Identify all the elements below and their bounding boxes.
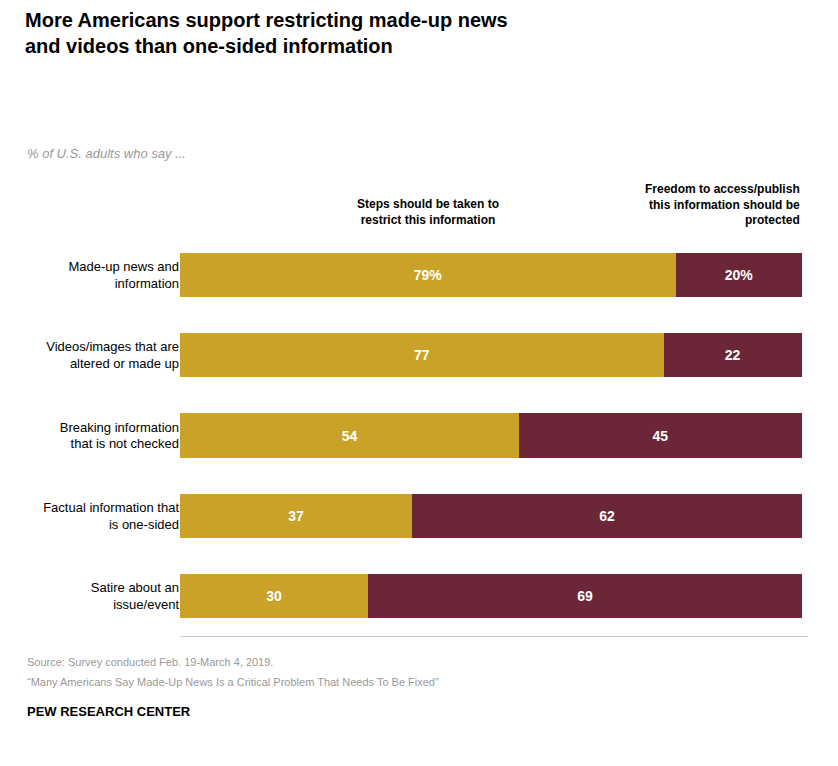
svg-text:20%: 20% — [725, 267, 754, 283]
svg-text:Satire about anissue/event: Satire about anissue/event — [91, 580, 180, 612]
svg-text:PEW RESEARCH CENTER: PEW RESEARCH CENTER — [27, 704, 191, 719]
svg-text:79%: 79% — [414, 267, 443, 283]
svg-text:37: 37 — [288, 508, 304, 524]
svg-text:Made-up news andinformation: Made-up news andinformation — [68, 259, 179, 291]
svg-text:77: 77 — [414, 347, 430, 363]
svg-text:54: 54 — [342, 428, 358, 444]
svg-text:Factual information thatis one: Factual information thatis one-sided — [43, 500, 179, 532]
svg-text:Freedom to access/publishthis: Freedom to access/publishthis informatio… — [645, 182, 800, 227]
svg-text:22: 22 — [725, 347, 741, 363]
svg-text:Videos/images that arealtered: Videos/images that arealtered or made up — [46, 339, 179, 371]
svg-text:45: 45 — [653, 428, 669, 444]
svg-text:69: 69 — [577, 588, 593, 604]
svg-text:Source: Survey conducted Feb.: Source: Survey conducted Feb. 19-March 4… — [27, 656, 273, 668]
svg-text:Breaking informationthat is no: Breaking informationthat is not checked — [60, 420, 179, 452]
svg-text:% of U.S. adults who say ...: % of U.S. adults who say ... — [27, 146, 186, 161]
svg-text:More Americans support restric: More Americans support restricting made-… — [25, 9, 508, 57]
svg-text:Steps should be taken torestri: Steps should be taken torestrict this in… — [357, 197, 499, 227]
svg-text:62: 62 — [599, 508, 615, 524]
svg-text:30: 30 — [266, 588, 282, 604]
svg-text:“Many Americans Say Made-Up Ne: “Many Americans Say Made-Up News Is a Cr… — [27, 676, 439, 688]
